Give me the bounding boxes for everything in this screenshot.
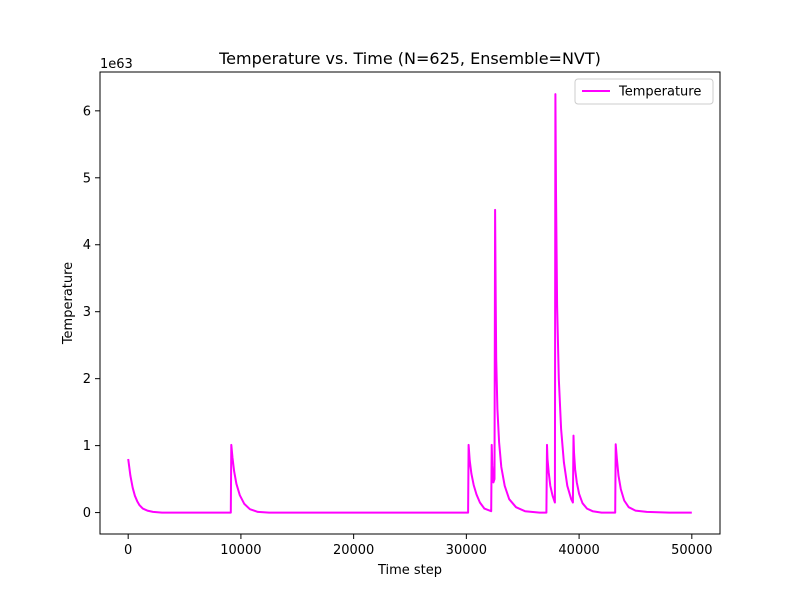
x-tick-label: 40000 [558,543,599,558]
y-tick-label: 6 [83,104,91,119]
y-axis: 0 1 2 3 4 5 6 [83,104,100,521]
y-tick-label: 0 [83,506,91,521]
x-tick-label: 30000 [446,543,487,558]
x-axis: 0 10000 20000 30000 40000 50000 [124,534,712,558]
y-tick-label: 3 [83,305,91,320]
legend-label: Temperature [618,85,701,100]
y-tick-label: 5 [83,171,91,186]
x-axis-label: Time step [377,563,442,578]
y-axis-offset-label: 1e63 [100,57,133,72]
plot-area [127,93,692,514]
y-tick-label: 2 [83,372,91,387]
series-line-temperature [127,93,692,514]
chart-title: Temperature vs. Time (N=625, Ensemble=NV… [218,49,601,68]
y-tick-label: 4 [83,238,91,253]
legend-box [574,78,714,105]
x-tick-label: 20000 [333,543,374,558]
y-tick-label: 1 [83,439,91,454]
x-tick-label: 0 [124,543,132,558]
axes-frame [99,71,721,535]
x-tick-label: 50000 [671,543,712,558]
x-tick-label: 10000 [220,543,261,558]
y-axis-label: Temperature [61,262,76,345]
legend: Temperature [574,78,714,105]
